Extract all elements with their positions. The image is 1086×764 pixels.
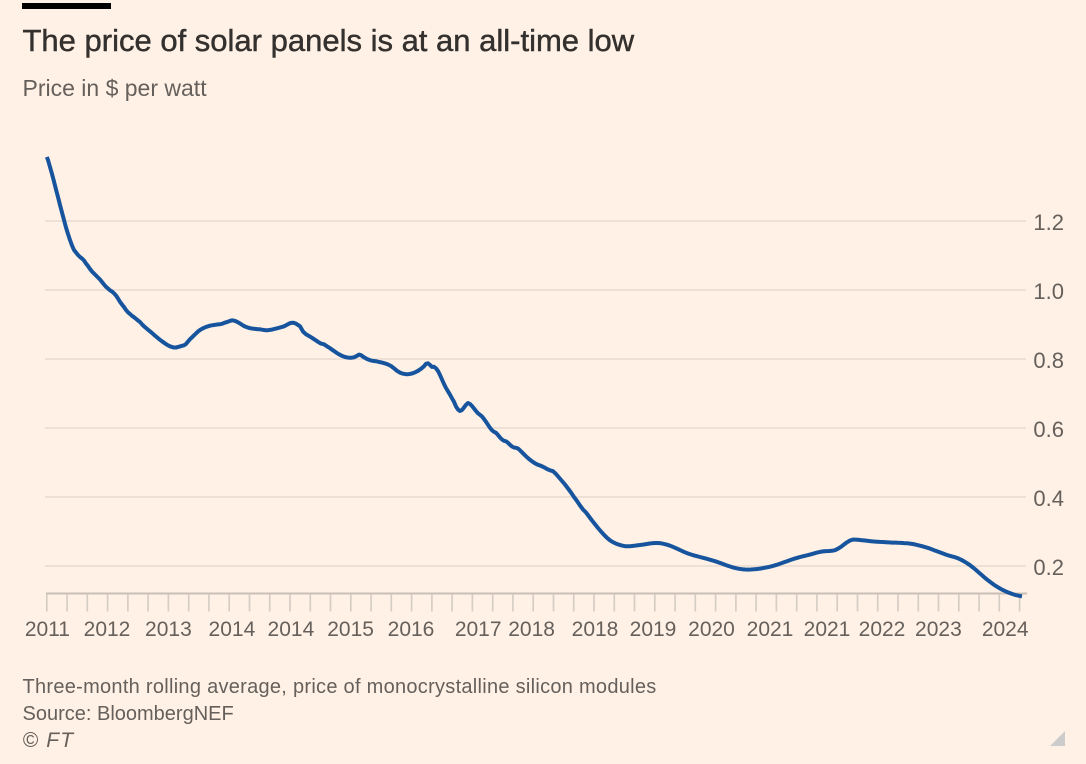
svg-text:2020: 2020 (688, 618, 735, 641)
svg-text:2022: 2022 (859, 618, 906, 641)
svg-text:2014: 2014 (209, 618, 256, 641)
svg-text:1.0: 1.0 (1033, 279, 1064, 304)
svg-text:2023: 2023 (915, 618, 962, 641)
svg-text:0.8: 0.8 (1033, 348, 1064, 373)
svg-text:2024: 2024 (982, 618, 1029, 641)
svg-text:2021: 2021 (747, 618, 794, 641)
svg-text:2014: 2014 (268, 618, 315, 641)
svg-text:2018: 2018 (508, 618, 555, 641)
svg-text:2018: 2018 (572, 618, 619, 641)
svg-text:2011: 2011 (25, 618, 70, 641)
svg-text:2012: 2012 (84, 618, 131, 641)
svg-text:2015: 2015 (327, 618, 374, 641)
svg-text:0.2: 0.2 (1033, 555, 1064, 580)
svg-text:2019: 2019 (630, 618, 677, 641)
svg-text:0.4: 0.4 (1033, 486, 1064, 511)
svg-text:2013: 2013 (145, 618, 192, 641)
svg-text:0.6: 0.6 (1033, 417, 1064, 442)
svg-text:2017: 2017 (455, 618, 502, 641)
svg-text:2021: 2021 (804, 618, 851, 641)
svg-text:1.2: 1.2 (1033, 210, 1064, 235)
svg-text:2016: 2016 (388, 618, 435, 641)
